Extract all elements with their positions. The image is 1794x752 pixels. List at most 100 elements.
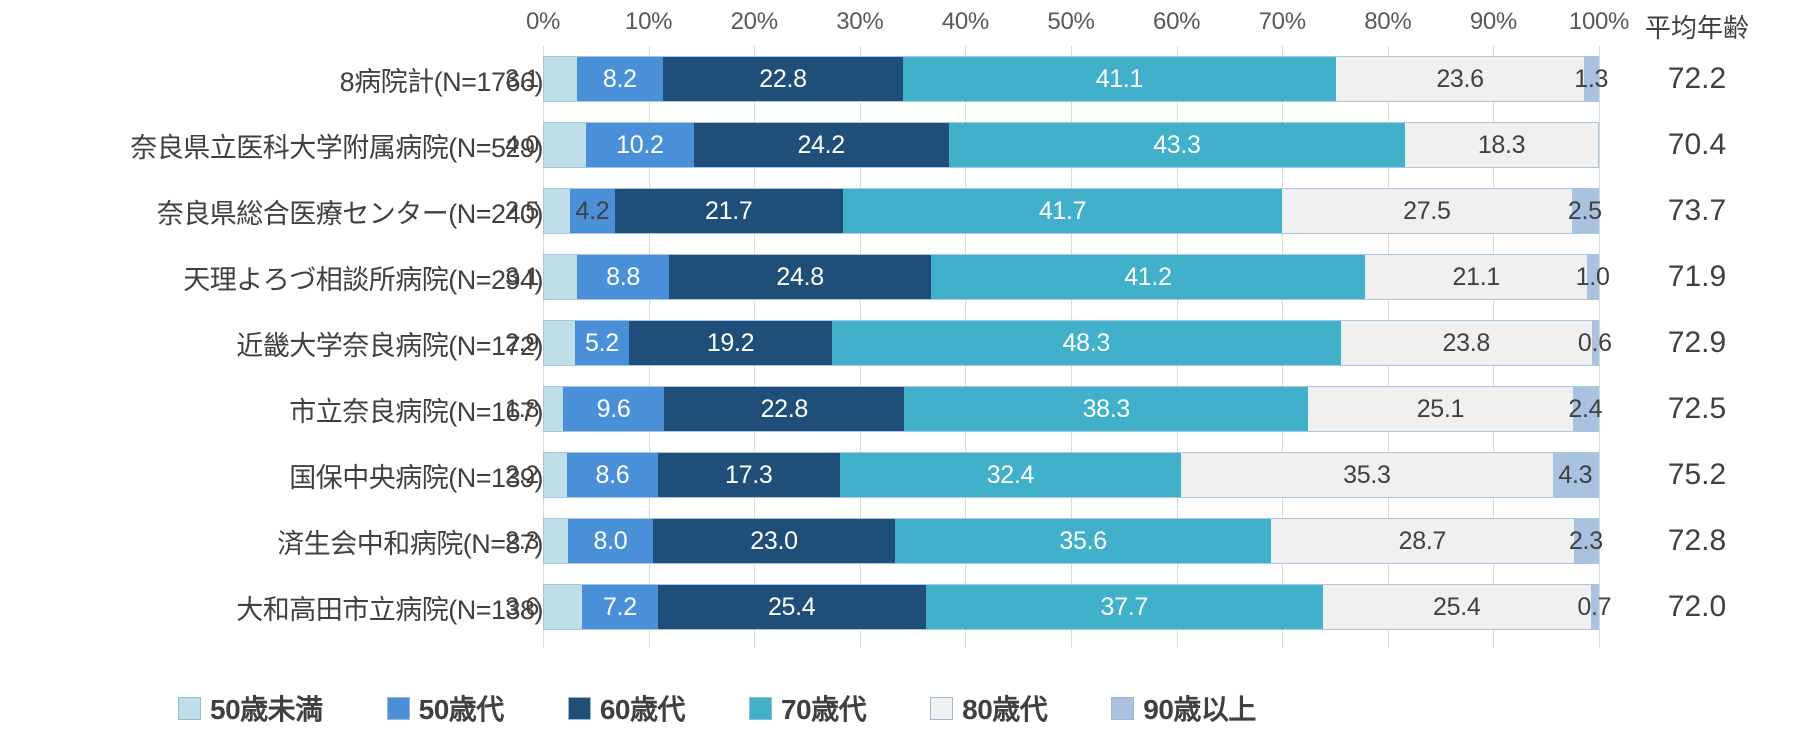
bar-segment-age80s: 23.8 bbox=[1340, 321, 1592, 365]
bar-segment-age60s: 22.8 bbox=[664, 387, 905, 431]
segment-value-label: 48.3 bbox=[1062, 328, 1111, 357]
legend-item-age80s[interactable]: 80歳代 bbox=[930, 688, 1048, 728]
bar-segment-age90plus: 1.0 bbox=[1576, 255, 1610, 299]
legend-item-age90plus[interactable]: 90歳以上 bbox=[1111, 688, 1256, 728]
bar-segment-age70s: 48.3 bbox=[831, 321, 1341, 365]
bar-segment-age70s: 41.1 bbox=[903, 57, 1336, 101]
bar-segment-under50: 3.6 bbox=[505, 585, 582, 629]
bar-segment-age50s: 10.2 bbox=[586, 123, 694, 167]
x-tick-label-90: 90% bbox=[1469, 8, 1517, 35]
bar-segment-age60s: 21.7 bbox=[614, 189, 844, 233]
legend-swatch-icon bbox=[1111, 696, 1135, 720]
legend-label: 60歳代 bbox=[599, 694, 686, 725]
bar-segment-under50: 4.0 bbox=[505, 123, 587, 167]
legend-swatch-icon bbox=[748, 696, 772, 720]
segment-value-label: 32.4 bbox=[986, 460, 1035, 489]
bar-segment-age50s: 5.2 bbox=[574, 321, 630, 365]
segment-value-label: 2.5 bbox=[505, 196, 539, 225]
bar-segment-age60s: 17.3 bbox=[657, 453, 840, 497]
row-category-label: 奈良県総合医療センター(N=240) bbox=[156, 198, 544, 229]
segment-value-label: 43.3 bbox=[1153, 130, 1201, 159]
x-tick-label-70: 70% bbox=[1258, 8, 1306, 35]
bar-segment-age60s: 25.4 bbox=[657, 585, 926, 629]
bar-segment-age80s: 18.3 bbox=[1405, 123, 1598, 167]
bar-segment-age60s: 24.8 bbox=[669, 255, 931, 299]
chart-row: 国保中央病院(N=139) 2.2 8.6 17.3 32.4 35.3 4.3 75.2 bbox=[0, 442, 1794, 508]
bar-segment-under50: 3.1 bbox=[505, 255, 577, 299]
x-tick-label-100: 100% bbox=[1568, 8, 1630, 35]
bar-segment-under50: 1.8 bbox=[505, 387, 563, 431]
legend-swatch-icon bbox=[930, 696, 954, 720]
bar-segment-age60s: 23.0 bbox=[652, 519, 896, 563]
stacked-bar: 2.9 5.2 19.2 48.3 23.8 0.6 bbox=[505, 320, 1612, 366]
segment-value-label: 35.3 bbox=[1343, 460, 1391, 489]
segment-value-label: 1.8 bbox=[505, 394, 539, 423]
legend-item-age50s[interactable]: 50歳代 bbox=[386, 688, 504, 728]
legend-item-age70s[interactable]: 70歳代 bbox=[748, 688, 867, 728]
legend-item-age60s[interactable]: 60歳代 bbox=[567, 688, 686, 728]
bar-segment-age70s: 43.3 bbox=[948, 123, 1406, 167]
segment-value-label: 2.5 bbox=[1567, 196, 1602, 225]
segment-value-label: 8.2 bbox=[602, 64, 637, 93]
segment-value-label: 2.3 bbox=[505, 526, 539, 555]
legend-label: 90歳以上 bbox=[1143, 694, 1256, 725]
segment-value-label: 38.3 bbox=[1082, 394, 1131, 423]
segment-value-label: 8.6 bbox=[595, 460, 630, 489]
bar-segment-age50s: 8.2 bbox=[576, 57, 663, 101]
stacked-bar: 3.1 8.2 22.8 41.1 23.6 1.3 bbox=[505, 56, 1608, 102]
segment-value-label: 2.9 bbox=[505, 328, 539, 357]
row-category-label: 市立奈良病院(N=167) bbox=[289, 396, 543, 427]
row-category-label: 近畿大学奈良病院(N=172) bbox=[236, 330, 543, 361]
chart-row: 奈良県総合医療センター(N=240) 2.5 4.2 21.7 41.7 27.5 2.5 7… bbox=[0, 178, 1794, 244]
segment-value-label: 0.6 bbox=[1577, 328, 1612, 357]
legend-swatch-icon bbox=[386, 696, 410, 720]
bar-segment-age90plus: 0.6 bbox=[1578, 321, 1612, 365]
bar-segment-age50s: 4.2 bbox=[570, 189, 615, 233]
bar-segment-age50s: 8.8 bbox=[576, 255, 670, 299]
stacked-bar: 2.2 8.6 17.3 32.4 35.3 4.3 bbox=[505, 452, 1599, 498]
x-tick-label-80: 80% bbox=[1364, 8, 1412, 35]
segment-value-label: 25.1 bbox=[1416, 394, 1465, 423]
bar-segment-age80s: 28.7 bbox=[1270, 519, 1574, 563]
segment-value-label: 1.3 bbox=[1574, 64, 1609, 93]
legend-item-under50[interactable]: 50歳未満 bbox=[178, 688, 323, 728]
bar-segment-under50: 2.3 bbox=[505, 519, 569, 563]
row-category-label: 奈良県立医科大学附属病院(N=529) bbox=[130, 132, 543, 163]
x-tick-label-60: 60% bbox=[1153, 8, 1201, 35]
stacked-bar: 1.8 9.6 22.8 38.3 25.1 2.4 bbox=[505, 386, 1603, 432]
chart-row: 奈良県立医科大学附属病院(N=529) 4.0 10.2 24.2 43.3 18.3 70… bbox=[0, 112, 1794, 178]
bar-segment-age70s: 41.2 bbox=[930, 255, 1366, 299]
x-tick-label-30: 30% bbox=[836, 8, 884, 35]
x-tick-label-50: 50% bbox=[1047, 8, 1095, 35]
chart-row: 済生会中和病院(N=87) 2.3 8.0 23.0 35.6 28.7 2.3 72.8 bbox=[0, 508, 1794, 574]
chart-row: 天理よろづ相談所病院(N=294) 3.1 8.8 24.8 41.2 21.1 1.0 71… bbox=[0, 244, 1794, 310]
x-axis-tick-labels: 0% 10% 20% 30% 40% 50% 60% 70% 80% 90% 100% 平均年齢 bbox=[0, 8, 1794, 43]
segment-value-label: 4.2 bbox=[575, 196, 610, 225]
average-age-column-header: 平均年齢 bbox=[1644, 13, 1750, 43]
x-tick-label-20: 20% bbox=[730, 8, 778, 35]
segment-value-label: 8.0 bbox=[593, 526, 628, 555]
segment-value-label: 25.4 bbox=[767, 592, 816, 621]
segment-value-label: 1.0 bbox=[1575, 262, 1610, 291]
bar-segment-age70s: 37.7 bbox=[925, 585, 1323, 629]
bar-segment-age90plus: 2.5 bbox=[1568, 189, 1602, 233]
segment-value-label: 41.1 bbox=[1095, 64, 1144, 93]
segment-value-label: 21.1 bbox=[1452, 262, 1501, 291]
chart-row: 市立奈良病院(N=167) 1.8 9.6 22.8 38.3 25.1 2.4 72.5 bbox=[0, 376, 1794, 442]
chart-legend: 50歳未満 50歳代 60歳代 70歳代 80歳代 90歳以上 bbox=[0, 688, 1794, 728]
segment-value-label: 7.2 bbox=[602, 592, 637, 621]
segment-value-label: 4.0 bbox=[505, 130, 539, 159]
legend-swatch-icon bbox=[567, 696, 591, 720]
average-age-value: 72.9 bbox=[1667, 326, 1727, 359]
bar-segment-age60s: 22.8 bbox=[662, 57, 904, 101]
bar-segment-age90plus: 1.3 bbox=[1574, 57, 1608, 101]
legend-label: 70歳代 bbox=[780, 694, 867, 725]
bar-segment-age90plus: 0.7 bbox=[1577, 585, 1612, 629]
segment-value-label: 22.8 bbox=[759, 64, 807, 93]
segment-value-label: 35.6 bbox=[1059, 526, 1107, 555]
x-tick-label-10: 10% bbox=[625, 8, 673, 35]
average-age-value: 72.0 bbox=[1667, 590, 1727, 623]
stacked-bar: 3.6 7.2 25.4 37.7 25.4 0.7 bbox=[505, 584, 1612, 630]
stacked-bar: 3.1 8.8 24.8 41.2 21.1 1.0 bbox=[505, 254, 1610, 300]
